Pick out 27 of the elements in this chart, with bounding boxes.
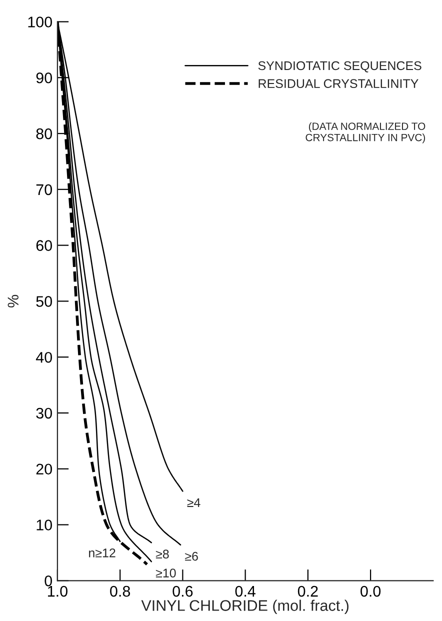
y-tick-label: 0 [44, 576, 52, 586]
annotation: ≥4 [187, 498, 200, 507]
x-tick-label: 0.4 [235, 586, 256, 597]
y-tick-label: 100 [28, 16, 52, 28]
y-tick-label: 80 [36, 128, 52, 140]
y-tick-label: 60 [36, 240, 52, 251]
x-tick-label: 0.0 [360, 586, 381, 597]
y-tick-label: 70 [36, 184, 52, 196]
y-tick-label: 40 [36, 352, 52, 363]
x-tick-label: 0.2 [298, 586, 318, 597]
y-tick-label: 20 [36, 464, 52, 475]
annotation: ≥6 [185, 552, 198, 561]
annotation: (DATA NORMALIZED TO CRYSTALLINITY IN PVC) [306, 122, 426, 144]
y-axis-title: % [8, 294, 18, 308]
x-tick-label: 1.0 [48, 586, 68, 597]
legend-label: SYNDIOTATIC SEQUENCES [258, 61, 422, 72]
y-tick-label: 10 [36, 520, 52, 530]
annotation: n≥12 [89, 548, 116, 558]
annotation: ≥10 [156, 568, 176, 578]
legend-label: RESIDUAL CRYSTALLINITY [258, 79, 418, 88]
y-tick-label: 90 [36, 72, 52, 84]
x-tick-label: 0.8 [110, 586, 130, 597]
x-tick-label: 0.6 [172, 586, 193, 597]
y-tick-label: 50 [36, 296, 52, 307]
annotation: ≥8 [156, 550, 169, 558]
y-tick-label: 30 [36, 408, 52, 419]
x-axis-title: VINYL CHLORIDE (mol. fract.) [141, 600, 348, 614]
